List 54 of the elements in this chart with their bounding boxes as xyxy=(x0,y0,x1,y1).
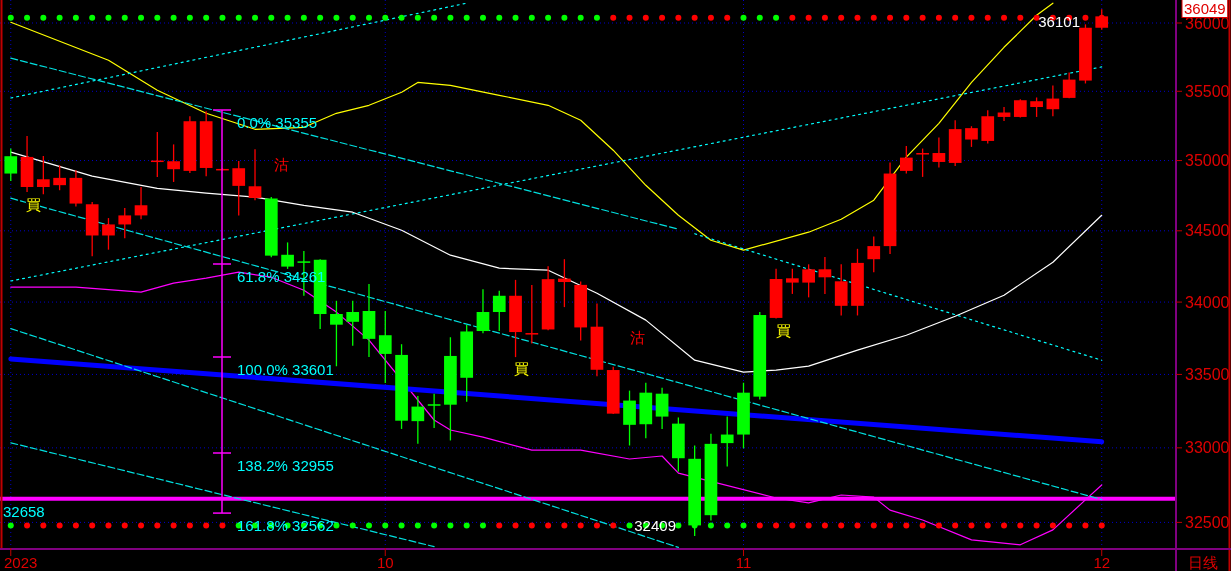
candlestick xyxy=(427,393,441,429)
candlestick xyxy=(330,300,343,367)
annotation: 32409 xyxy=(634,516,676,534)
candlestick xyxy=(476,288,490,334)
candlestick xyxy=(4,147,18,182)
annotation: 138.2% 32955 xyxy=(237,456,334,474)
annotation: 36101 xyxy=(1038,12,1080,30)
candlestick xyxy=(281,241,294,270)
candlestick xyxy=(1095,8,1109,31)
y-tick-label: 35000 xyxy=(1185,152,1230,170)
y-tick-label: 33000 xyxy=(1185,439,1230,457)
candlestick xyxy=(916,147,929,178)
candlestick xyxy=(655,387,669,430)
candlestick xyxy=(167,143,180,183)
candlestick xyxy=(932,136,946,169)
candlestick xyxy=(248,148,262,201)
y-tick-label: 34000 xyxy=(1185,293,1230,311)
candlestick xyxy=(720,415,734,468)
annotation: 買 xyxy=(775,321,791,339)
candlestick xyxy=(525,284,539,345)
candlestick xyxy=(378,310,392,384)
candlestick xyxy=(492,290,506,332)
y-tick-label: 32500 xyxy=(1185,513,1230,531)
candlestick xyxy=(1062,71,1076,99)
annotation: 沽 xyxy=(629,328,645,346)
text: 日线 xyxy=(1188,553,1218,571)
candlestick xyxy=(786,268,799,295)
text: 36049 xyxy=(1184,0,1226,17)
candlestick xyxy=(1030,96,1043,118)
candlestick xyxy=(36,155,50,195)
annotation: 沽 xyxy=(273,155,289,173)
candlestick xyxy=(411,395,425,445)
candlestick xyxy=(965,125,978,148)
candlestick xyxy=(818,256,832,295)
candlestick xyxy=(867,235,881,273)
candlestick xyxy=(346,300,360,347)
candlestick xyxy=(232,160,246,217)
x-tick-label: 2023 xyxy=(4,553,38,571)
candlestick xyxy=(134,186,148,221)
candlestick xyxy=(118,207,132,239)
candlestick xyxy=(102,217,115,251)
candlestick xyxy=(53,164,66,191)
y-tick-label: 33500 xyxy=(1185,365,1230,383)
y-tick-label: 35500 xyxy=(1185,82,1230,100)
x-tick-label: 12 xyxy=(1093,553,1111,571)
candlestick xyxy=(899,145,913,175)
candlestick xyxy=(802,263,815,298)
x-tick-label: 10 xyxy=(376,553,394,571)
ref-line-label: 32658 xyxy=(3,503,45,521)
y-tick-label: 34500 xyxy=(1185,222,1230,240)
x-tick-label: 11 xyxy=(735,553,752,571)
annotation: 161.8% 32562 xyxy=(237,516,334,534)
annotation: 100.0% 33601 xyxy=(237,360,334,378)
annotation: 買 xyxy=(513,359,529,377)
